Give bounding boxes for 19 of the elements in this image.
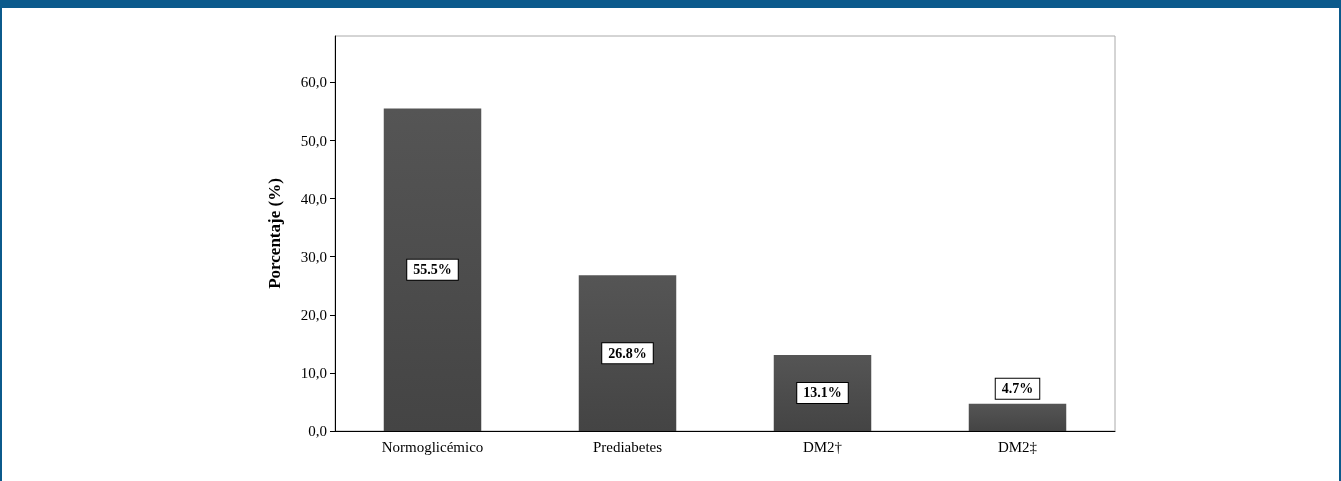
data-label: 13.1% (803, 385, 842, 401)
data-label: 55.5% (413, 262, 452, 278)
y-tick-label: 50,0 (300, 132, 327, 149)
y-tick-label: 30,0 (300, 248, 327, 265)
data-label: 4.7% (1001, 381, 1034, 397)
x-tick-label: DM2† (802, 438, 843, 455)
bar (578, 275, 677, 431)
x-tick-label: Normoglicémico (381, 438, 484, 455)
y-tick-label: 60,0 (300, 74, 327, 91)
y-tick-label: 0,0 (308, 423, 327, 439)
bar (968, 403, 1067, 431)
x-tick-label: Prediabetes (592, 438, 663, 455)
y-axis-title: Porcentaje (%) (265, 178, 284, 289)
bar (383, 108, 482, 431)
data-label: 26.8% (608, 345, 647, 361)
y-tick-label: 40,0 (300, 190, 327, 207)
y-tick-label: 20,0 (300, 306, 327, 323)
x-tick-label: DM2‡ (997, 438, 1038, 455)
y-tick-label: 10,0 (300, 364, 327, 381)
